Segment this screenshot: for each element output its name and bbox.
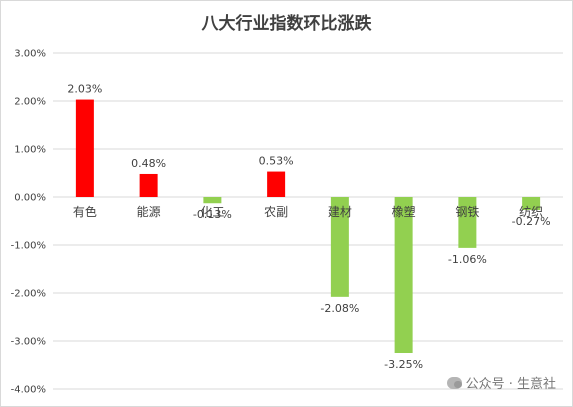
chart-title: 八大行业指数环比涨跌 bbox=[201, 14, 372, 34]
wechat-icon bbox=[446, 376, 462, 389]
data-label: -3.25% bbox=[384, 358, 423, 371]
y-tick-label: -1.00% bbox=[11, 241, 46, 252]
data-label: -2.08% bbox=[320, 302, 359, 315]
category-label: 能源 bbox=[137, 205, 161, 219]
y-tick-label: -3.00% bbox=[11, 337, 46, 348]
data-label: 0.53% bbox=[259, 155, 294, 168]
bar bbox=[394, 197, 413, 353]
category-label: 钢铁 bbox=[455, 205, 479, 219]
y-tick-label: 1.00% bbox=[14, 145, 46, 156]
bar bbox=[330, 197, 349, 297]
data-label: -0.13% bbox=[193, 208, 232, 221]
category-label: 农副 bbox=[264, 205, 288, 219]
data-label: 0.48% bbox=[131, 157, 166, 170]
y-tick-label: -2.00% bbox=[11, 289, 46, 300]
category-label: 建材 bbox=[328, 205, 352, 219]
watermark-text: 公众号 · 生意社 bbox=[465, 377, 556, 392]
data-label: 2.03% bbox=[67, 83, 102, 96]
category-label: 纺织 bbox=[519, 205, 543, 219]
bar bbox=[203, 197, 222, 204]
data-label: -0.27% bbox=[512, 215, 551, 228]
y-tick-label: 3.00% bbox=[14, 49, 46, 60]
y-tick-label: 0.00% bbox=[14, 193, 46, 204]
bar bbox=[75, 99, 94, 197]
category-label: 橡塑 bbox=[392, 204, 416, 219]
bar bbox=[267, 171, 286, 197]
category-label: 有色 bbox=[73, 205, 97, 219]
category-label: 化工 bbox=[200, 205, 224, 219]
bar bbox=[458, 197, 477, 248]
y-tick-label: 2.00% bbox=[14, 97, 46, 108]
y-tick-label: -4.00% bbox=[11, 385, 46, 396]
watermark: 公众号 · 生意社 bbox=[446, 373, 556, 392]
bar bbox=[522, 197, 541, 210]
data-label: -1.06% bbox=[448, 253, 487, 266]
bar bbox=[139, 173, 158, 197]
